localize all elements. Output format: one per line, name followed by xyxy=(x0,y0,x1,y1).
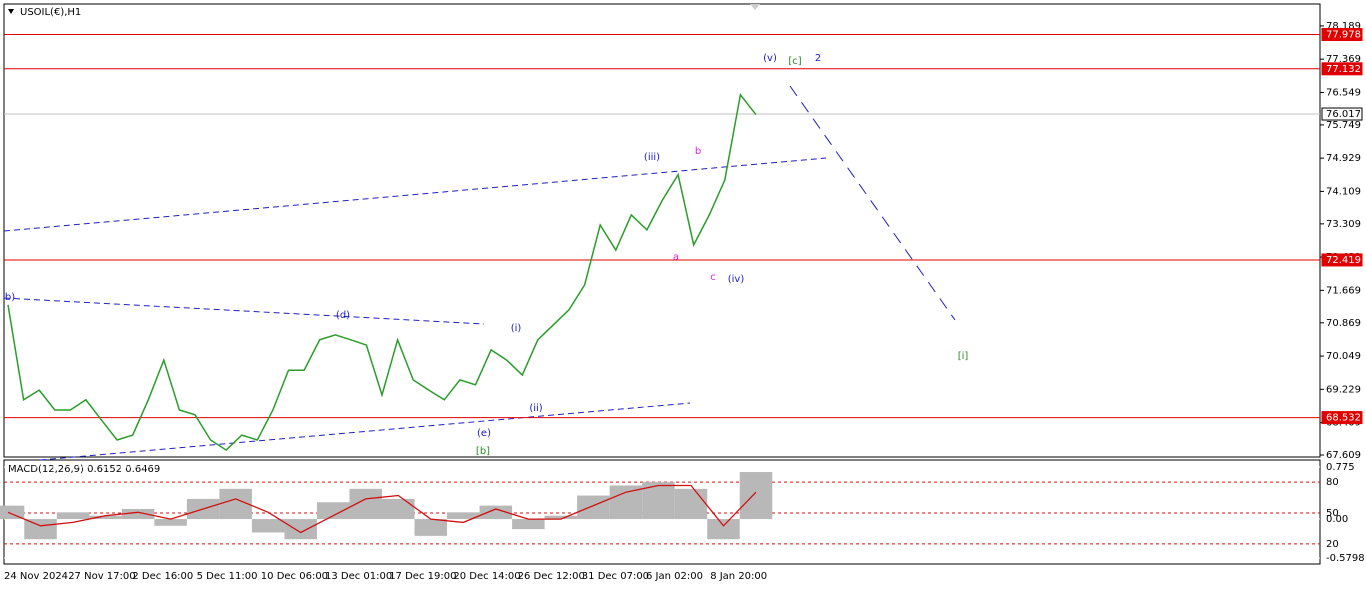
indicator-tick-label: 20 xyxy=(1326,539,1339,550)
y-tick-label: 70.049 xyxy=(1326,351,1361,362)
macd-bar xyxy=(707,519,740,540)
y-tick-label: 75.749 xyxy=(1326,120,1361,131)
indicator-tick-label: 50 xyxy=(1326,508,1339,519)
indicator-tick-label: 0.775 xyxy=(1326,462,1355,473)
wave-label: (d) xyxy=(336,310,350,321)
macd-bar xyxy=(0,505,25,520)
level-label: 72.419 xyxy=(1326,255,1361,266)
macd-bar xyxy=(284,519,317,540)
wave-label: c xyxy=(710,272,716,283)
y-tick-label: 77.369 xyxy=(1326,54,1361,65)
y-tick-label: 74.109 xyxy=(1326,186,1361,197)
trendline xyxy=(3,297,485,325)
level-tag xyxy=(1321,27,1363,41)
macd-bar xyxy=(609,485,643,520)
macd-bar xyxy=(674,488,708,520)
macd-bar xyxy=(447,512,480,520)
x-tick-label: 6 Jan 02:00 xyxy=(646,571,703,582)
macd-bar xyxy=(512,519,545,530)
macd-bar xyxy=(121,508,155,520)
wave-label: (i) xyxy=(511,323,522,334)
level-tag xyxy=(1321,411,1363,425)
macd-bar xyxy=(349,488,382,520)
indicator-label: MACD(12,26,9) 0.6152 0.6469 xyxy=(8,464,160,475)
macd-bar xyxy=(577,495,610,520)
trendline xyxy=(39,402,691,461)
y-tick-label: 76.549 xyxy=(1326,87,1361,98)
level-tag xyxy=(1321,107,1363,121)
wave-label: a xyxy=(673,252,679,263)
x-tick-label: 20 Dec 14:00 xyxy=(453,571,520,582)
wave-label: 2 xyxy=(815,53,821,64)
indicator-tick-label: 80 xyxy=(1326,477,1339,488)
x-tick-label: 31 Dec 07:00 xyxy=(582,571,649,582)
x-tick-label: 26 Dec 12:00 xyxy=(518,571,585,582)
y-tick-label: 69.229 xyxy=(1326,384,1361,395)
level-label: 77.132 xyxy=(1326,64,1361,75)
macd-bar xyxy=(89,515,122,520)
x-tick-label: 17 Dec 19:00 xyxy=(389,571,456,582)
macd-bar xyxy=(56,512,90,520)
macd-bar xyxy=(544,515,578,520)
wave-label: [b] xyxy=(476,446,490,457)
level-tag xyxy=(1321,253,1363,267)
wave-label: (iv) xyxy=(728,274,745,285)
trendlines xyxy=(3,85,956,461)
wave-label: (iii) xyxy=(644,152,660,163)
macd-bar xyxy=(251,519,285,533)
level-label: 68.532 xyxy=(1326,413,1361,424)
x-tick-label: 2 Dec 16:00 xyxy=(132,571,193,582)
wave-label: [i] xyxy=(958,351,969,362)
chart-title: USOIL(€),H1 xyxy=(20,7,81,18)
trendline xyxy=(3,157,827,232)
x-tick-label: 5 Dec 11:00 xyxy=(197,571,258,582)
y-tick-label: 67.609 xyxy=(1326,450,1361,461)
y-tick-label: 71.669 xyxy=(1326,285,1361,296)
wave-label: b) xyxy=(5,292,15,303)
indicator-tick-label: 0.00 xyxy=(1326,514,1348,525)
wave-label: [c] xyxy=(788,56,801,67)
wave-label: (v) xyxy=(763,53,777,64)
x-tick-label: 8 Jan 20:00 xyxy=(710,571,767,582)
macd-bar xyxy=(154,519,187,526)
macd-bar xyxy=(316,502,350,520)
macd-bar xyxy=(382,498,415,520)
wave-label: (ii) xyxy=(529,403,542,414)
shift-marker xyxy=(750,4,760,10)
x-tick-label: 13 Dec 01:00 xyxy=(325,571,392,582)
wave-label: b xyxy=(695,146,701,157)
y-tick-label: 70.869 xyxy=(1326,318,1361,329)
x-tick-label: 10 Dec 06:00 xyxy=(261,571,328,582)
wave-label: (e) xyxy=(477,428,491,439)
level-label: 77.978 xyxy=(1326,29,1361,40)
y-tick-label: 74.929 xyxy=(1326,153,1361,164)
x-tick-label: 27 Nov 17:00 xyxy=(68,571,135,582)
y-tick-label: 78.189 xyxy=(1326,21,1361,32)
level-label: 76.017 xyxy=(1326,109,1361,120)
y-tick-label: 73.309 xyxy=(1326,219,1361,230)
indicator-tick-label: -0.5798 xyxy=(1326,553,1365,564)
projection-line xyxy=(789,85,956,321)
level-tag xyxy=(1321,62,1363,76)
macd-bar xyxy=(24,519,57,540)
x-tick-label: 24 Nov 2024 xyxy=(4,571,68,582)
menu-arrow xyxy=(8,9,14,14)
signal-line xyxy=(7,484,757,534)
macd-bar xyxy=(739,472,773,520)
macd-bar xyxy=(479,505,513,520)
main-panel xyxy=(3,3,1321,458)
macd-bar xyxy=(414,519,448,536)
price-line xyxy=(7,93,757,452)
